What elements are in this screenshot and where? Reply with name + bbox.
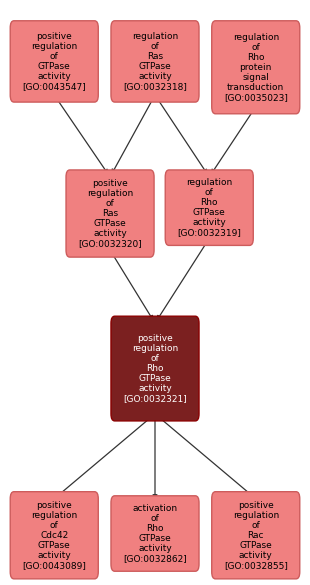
Text: positive
regulation
of
Rac
GTPase
activity
[GO:0032855]: positive regulation of Rac GTPase activi… bbox=[224, 501, 288, 570]
FancyBboxPatch shape bbox=[10, 491, 98, 579]
Text: regulation
of
Ras
GTPase
activity
[GO:0032318]: regulation of Ras GTPase activity [GO:00… bbox=[123, 32, 187, 91]
Text: regulation
of
Rho
protein
signal
transduction
[GO:0035023]: regulation of Rho protein signal transdu… bbox=[224, 33, 288, 102]
Text: positive
regulation
of
Rho
GTPase
activity
[GO:0032321]: positive regulation of Rho GTPase activi… bbox=[123, 334, 187, 403]
FancyBboxPatch shape bbox=[10, 21, 98, 102]
Text: positive
regulation
of
GTPase
activity
[GO:0043547]: positive regulation of GTPase activity [… bbox=[22, 32, 86, 91]
FancyBboxPatch shape bbox=[165, 170, 253, 246]
Text: activation
of
Rho
GTPase
activity
[GO:0032862]: activation of Rho GTPase activity [GO:00… bbox=[123, 504, 187, 563]
Text: positive
regulation
of
Ras
GTPase
activity
[GO:0032320]: positive regulation of Ras GTPase activi… bbox=[78, 179, 142, 248]
Text: regulation
of
Rho
GTPase
activity
[GO:0032319]: regulation of Rho GTPase activity [GO:00… bbox=[177, 178, 241, 238]
FancyBboxPatch shape bbox=[111, 316, 199, 421]
FancyBboxPatch shape bbox=[111, 496, 199, 571]
FancyBboxPatch shape bbox=[66, 170, 154, 257]
Text: positive
regulation
of
Cdc42
GTPase
activity
[GO:0043089]: positive regulation of Cdc42 GTPase acti… bbox=[22, 501, 86, 570]
FancyBboxPatch shape bbox=[111, 21, 199, 102]
FancyBboxPatch shape bbox=[212, 491, 300, 579]
FancyBboxPatch shape bbox=[212, 21, 300, 113]
